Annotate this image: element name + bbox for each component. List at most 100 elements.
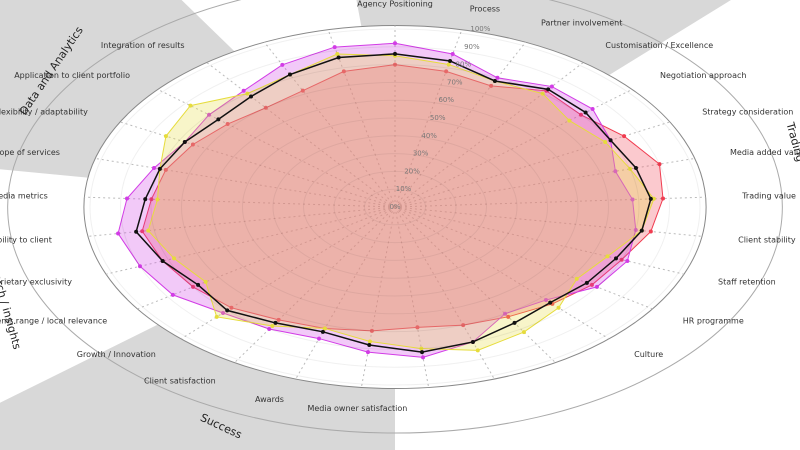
series-point (225, 122, 230, 127)
series-point (475, 348, 480, 353)
spoke (180, 206, 396, 340)
series-point (171, 256, 176, 261)
series-point (369, 328, 374, 333)
series-point (276, 317, 281, 322)
series-point (157, 166, 162, 171)
series-point (263, 105, 268, 110)
spoke (394, 196, 706, 208)
series-point (317, 336, 322, 341)
series-point (341, 69, 346, 74)
series-point (648, 196, 653, 201)
outer-ring (7, 0, 783, 434)
category-label: Process (470, 4, 500, 13)
series-point (639, 228, 644, 233)
category-label: Proprietary exclusivity (0, 278, 72, 287)
series-point (622, 134, 627, 139)
category-label: Growth / Innovation (77, 350, 156, 359)
spoke (394, 206, 610, 340)
r-tick-label: 30% (413, 150, 429, 158)
series-point (207, 112, 212, 117)
series-point (336, 55, 341, 60)
series-point (448, 58, 453, 63)
series-point (661, 196, 666, 201)
series-area (117, 42, 637, 358)
category-label: Integration of results (101, 41, 185, 50)
series-point (495, 75, 500, 80)
series-point (521, 330, 526, 335)
series-point (149, 197, 154, 202)
series-point (594, 284, 599, 289)
category-label: Systems range / local relevance (0, 316, 107, 325)
grid-ring (303, 153, 487, 261)
series-point (492, 78, 497, 83)
category-label: Culture (634, 350, 663, 359)
series-point (155, 197, 160, 202)
series-point (270, 323, 275, 328)
spoke (360, 206, 396, 388)
series-point (628, 166, 633, 171)
series-point (657, 162, 662, 167)
series-point (332, 45, 337, 50)
spoke (84, 196, 396, 208)
category-label: Strategy consideration (702, 107, 793, 116)
series-point (188, 103, 193, 108)
grid-ring (150, 64, 640, 350)
series-point (196, 282, 201, 287)
series-point (300, 88, 305, 93)
r-tick-label: 0% (389, 203, 400, 211)
series-point (415, 325, 420, 330)
series-point (267, 327, 272, 332)
series-point (630, 197, 635, 202)
grid-ring (272, 135, 518, 279)
spoke (327, 29, 396, 208)
spoke (394, 29, 463, 208)
series-point (322, 326, 327, 331)
series-point (225, 308, 230, 313)
grid-ring (120, 46, 670, 368)
grid-ring (242, 117, 548, 297)
grid-ring (89, 28, 701, 386)
series-point (619, 257, 624, 262)
series-point (578, 112, 583, 117)
series-point (229, 305, 234, 310)
series-point (241, 88, 246, 93)
series-point (182, 139, 187, 144)
series-point (584, 280, 589, 285)
series-point (191, 284, 196, 289)
spoke (394, 206, 430, 388)
r-tick-label: 40% (421, 132, 437, 140)
series-point (203, 279, 208, 284)
series-point (614, 256, 619, 261)
r-tick-label: 100% (470, 25, 490, 33)
spoke (157, 89, 396, 208)
series-point (273, 320, 278, 325)
series-point (548, 300, 553, 305)
series-point (221, 310, 226, 315)
series-point (287, 72, 292, 77)
category-label: Flexibility / adaptability (0, 107, 88, 116)
series-area (141, 64, 664, 332)
series-point (648, 229, 653, 234)
series-point (140, 229, 145, 234)
series-point (124, 196, 129, 201)
grid-ring (333, 170, 457, 244)
category-label: Client satisfaction (144, 376, 216, 385)
series-point (134, 229, 139, 234)
series-point (540, 91, 545, 96)
series-point (651, 196, 656, 201)
spoke (394, 206, 556, 363)
series-point (393, 41, 397, 46)
series-point (461, 323, 466, 328)
series-point (152, 165, 157, 170)
series-point (503, 311, 508, 316)
series-point (116, 231, 121, 236)
group-label: Consumer research / insights (0, 192, 24, 351)
category-label: Awards (255, 395, 284, 404)
category-label: HR programme (683, 316, 744, 325)
category-label: Staff retention (718, 278, 776, 287)
series-point (214, 314, 219, 319)
category-label: Customisation / Excellence (605, 41, 713, 50)
series-point (608, 138, 613, 143)
series-point (393, 62, 397, 67)
